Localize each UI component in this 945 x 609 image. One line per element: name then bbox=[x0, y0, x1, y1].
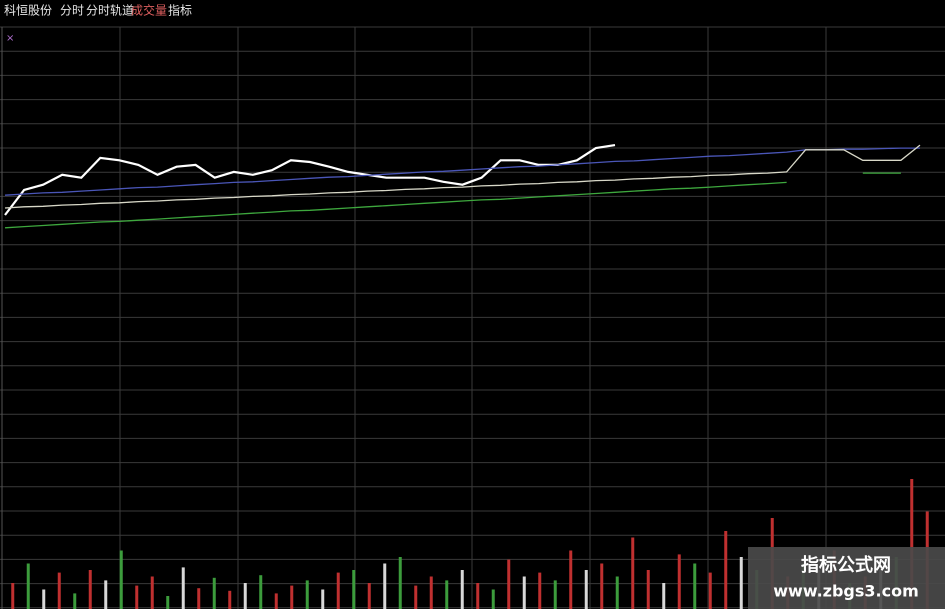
volume-bar bbox=[57, 572, 61, 609]
volume-bar bbox=[662, 583, 666, 609]
series-line bbox=[4, 144, 921, 209]
volume-bar bbox=[166, 596, 170, 609]
series-line bbox=[4, 144, 616, 216]
volume-bar bbox=[398, 557, 402, 609]
volume-bar bbox=[197, 588, 201, 609]
volume-bar bbox=[383, 563, 387, 609]
grid bbox=[0, 26, 945, 609]
watermark-url: www.zbgs3.com bbox=[773, 582, 919, 601]
volume-bar bbox=[104, 580, 108, 609]
volume-bar bbox=[259, 575, 263, 609]
volume-bar bbox=[615, 576, 619, 609]
volume-bar bbox=[367, 583, 371, 609]
watermark-title: 指标公式网 bbox=[801, 554, 891, 576]
marker: × bbox=[6, 33, 14, 44]
watermark-box bbox=[748, 547, 945, 609]
volume-bar bbox=[243, 583, 247, 609]
volume-bar bbox=[476, 583, 480, 609]
volume-bar bbox=[569, 550, 573, 609]
volume-bar bbox=[212, 577, 216, 609]
volume-bar bbox=[445, 580, 449, 609]
volume-bar bbox=[321, 589, 325, 609]
tab[interactable]: 成交量 bbox=[131, 3, 167, 18]
volume-bar bbox=[26, 563, 30, 609]
volume-bar bbox=[119, 550, 123, 609]
volume-bar bbox=[491, 589, 495, 609]
volume-bar bbox=[724, 531, 728, 609]
series-line bbox=[4, 172, 901, 229]
volume-bar bbox=[460, 570, 464, 609]
volume-bar bbox=[88, 570, 92, 609]
volume-bar bbox=[42, 589, 46, 609]
volume-bar bbox=[646, 570, 650, 609]
volume-bar bbox=[11, 583, 15, 609]
volume-bar bbox=[600, 563, 604, 609]
volume-bar bbox=[708, 572, 712, 609]
volume-bar bbox=[739, 557, 743, 609]
volume-bar bbox=[538, 572, 542, 609]
volume-bar bbox=[584, 570, 588, 609]
volume-bar bbox=[352, 570, 356, 609]
volume-bar bbox=[677, 554, 681, 609]
volume-bar bbox=[522, 576, 526, 609]
volume-bar bbox=[290, 585, 294, 609]
volume-bar bbox=[631, 537, 635, 609]
tab[interactable]: 指标 bbox=[168, 3, 192, 18]
volume-bar bbox=[414, 585, 418, 609]
series-line bbox=[4, 147, 920, 196]
volume-bar bbox=[507, 559, 511, 609]
volume-bar bbox=[135, 585, 139, 609]
volume-bar bbox=[274, 593, 278, 609]
volume-bar bbox=[150, 576, 154, 609]
volume-bar bbox=[73, 593, 77, 609]
tab[interactable]: 分时轨道 bbox=[86, 4, 134, 18]
tab[interactable]: 分时 bbox=[60, 4, 84, 18]
volume-bar bbox=[305, 580, 309, 609]
volume-bar bbox=[228, 590, 232, 609]
volume-bar bbox=[429, 576, 433, 609]
stock-name: 科恒股份 bbox=[4, 4, 52, 18]
volume-bar bbox=[181, 567, 185, 609]
volume-bar bbox=[693, 563, 697, 609]
volume-bar bbox=[336, 572, 340, 609]
volume-bar bbox=[553, 580, 557, 609]
volume-bar bbox=[910, 479, 914, 609]
